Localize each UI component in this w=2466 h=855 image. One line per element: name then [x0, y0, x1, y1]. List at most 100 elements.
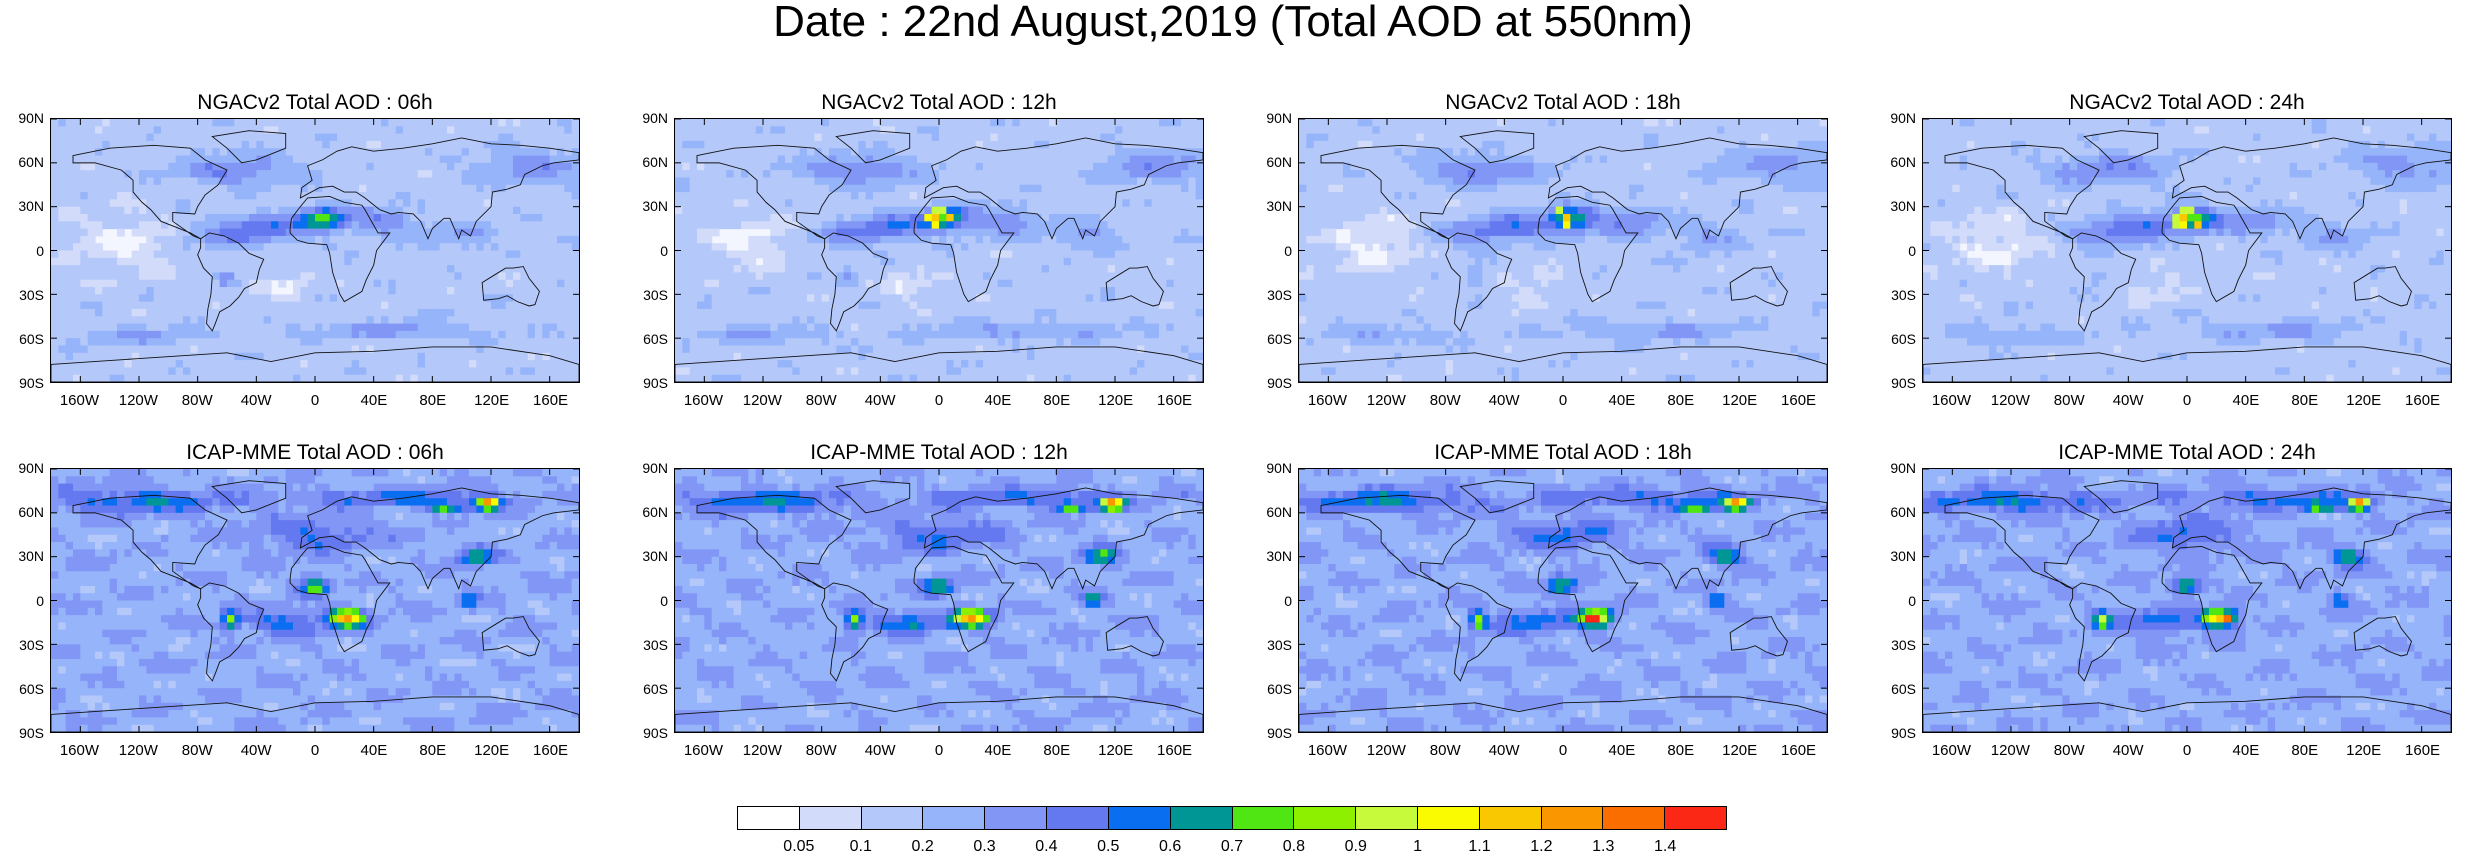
aod-cell [278, 192, 286, 200]
aod-cell [1042, 331, 1050, 339]
aod-cell [154, 258, 162, 266]
aod-cell [946, 331, 954, 339]
aod-cell [961, 272, 969, 280]
aod-cell [418, 236, 426, 244]
aod-cell [293, 272, 301, 280]
aod-cell [440, 375, 448, 382]
aod-cell [498, 302, 506, 310]
aod-cell [990, 353, 998, 361]
aod-cell [1130, 251, 1138, 259]
aod-cell [447, 141, 455, 149]
aod-cell [308, 170, 316, 178]
aod-cell [80, 243, 88, 251]
aod-cell [374, 163, 382, 171]
aod-cell [513, 192, 521, 200]
aod-cell [484, 214, 492, 222]
aod-cell [572, 214, 579, 222]
aod-cell [498, 309, 506, 317]
aod-cell [1108, 375, 1116, 382]
aod-cell [528, 134, 536, 142]
aod-cell [1042, 258, 1050, 266]
aod-cell [1027, 272, 1035, 280]
aod-cell [1012, 192, 1020, 200]
aod-cell [770, 134, 778, 142]
aod-cell [176, 177, 184, 185]
aod-cell [506, 280, 514, 288]
aod-cell [80, 287, 88, 295]
aod-cell [528, 177, 536, 185]
aod-cell [535, 229, 543, 237]
aod-cell [851, 280, 859, 288]
aod-cell [1078, 251, 1086, 259]
aod-cell [513, 309, 521, 317]
aod-cell [242, 302, 250, 310]
aod-cell [220, 345, 228, 353]
aod-cell [51, 192, 59, 200]
aod-cell [1056, 148, 1064, 156]
aod-cell [829, 192, 837, 200]
aod-cell [550, 214, 558, 222]
aod-cell [1115, 331, 1123, 339]
aod-cell [1049, 309, 1057, 317]
aod-cell [851, 265, 859, 273]
aod-cell [58, 280, 66, 288]
aod-cell [124, 294, 132, 302]
aod-cell [924, 221, 932, 229]
aod-cell [1071, 163, 1079, 171]
aod-cell [1144, 375, 1152, 382]
aod-cell [264, 258, 272, 266]
aod-cell [976, 309, 984, 317]
aod-cell [293, 156, 301, 164]
aod-cell [1086, 375, 1094, 382]
aod-cell [1078, 338, 1086, 346]
aod-cell [1042, 338, 1050, 346]
aod-cell [1122, 338, 1130, 346]
aod-cell [374, 134, 382, 142]
aod-cell [286, 338, 294, 346]
aod-cell [866, 229, 874, 237]
aod-cell [344, 302, 352, 310]
aod-cell [88, 324, 96, 332]
aod-cell [756, 251, 764, 259]
aod-cell [498, 338, 506, 346]
aod-cell [1130, 302, 1138, 310]
aod-cell [1152, 316, 1160, 324]
aod-cell [469, 207, 477, 215]
aod-cell [792, 367, 800, 375]
aod-cell [756, 353, 764, 361]
aod-cell [756, 331, 764, 339]
aod-cell [300, 287, 308, 295]
aod-cell [836, 170, 844, 178]
aod-cell [469, 141, 477, 149]
aod-cell [183, 280, 191, 288]
aod-cell [778, 148, 786, 156]
aod-cell [814, 119, 822, 127]
aod-cell [205, 177, 213, 185]
aod-cell [520, 287, 528, 295]
aod-cell [1049, 177, 1057, 185]
aod-cell [249, 221, 257, 229]
aod-cell [242, 163, 250, 171]
aod-cell [66, 360, 74, 368]
aod-cell [476, 309, 484, 317]
aod-cell [1042, 192, 1050, 200]
aod-cell [542, 353, 550, 361]
aod-cell [1027, 163, 1035, 171]
aod-cell [454, 119, 462, 127]
aod-cell [712, 272, 720, 280]
aod-cell [520, 243, 528, 251]
aod-cell [1115, 316, 1123, 324]
aod-cell [124, 199, 132, 207]
aod-cell [271, 367, 279, 375]
aod-cell [51, 199, 59, 207]
aod-cell [51, 324, 59, 332]
aod-cell [344, 214, 352, 222]
aod-cell [858, 221, 866, 229]
aod-cell [763, 258, 771, 266]
aod-cell [542, 214, 550, 222]
aod-cell [712, 229, 720, 237]
aod-cell [396, 229, 404, 237]
aod-cell [66, 119, 74, 127]
aod-cell [80, 163, 88, 171]
aod-cell [829, 148, 837, 156]
